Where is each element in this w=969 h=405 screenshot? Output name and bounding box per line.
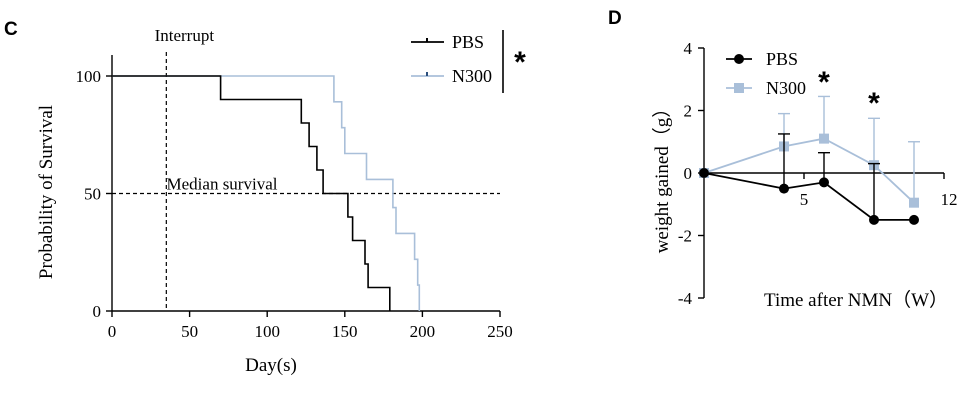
d-legend-marker <box>734 54 744 64</box>
d-axes: -4 -2 0 2 4 5 12 <box>678 39 958 308</box>
d-point-n300 <box>819 133 829 144</box>
c-legend: PBS N300 * <box>411 30 526 93</box>
c-legend-label: N300 <box>452 66 492 86</box>
d-legend-label: N300 <box>766 78 806 98</box>
d-x-tick-label: 5 <box>800 190 809 209</box>
c-series-pbs-line <box>112 75 391 311</box>
c-x-tick-label: 150 <box>332 322 358 341</box>
c-interrupt-label: Interrupt <box>155 26 215 45</box>
d-point-pbs <box>699 168 709 178</box>
c-series-group <box>112 75 421 311</box>
c-y-tick-label: 100 <box>76 67 102 86</box>
c-y-axis-label: Probability of Survival <box>36 105 57 279</box>
weight-chart: D weight gained（g） Time after NMN（W） -4-… <box>608 8 958 311</box>
d-point-n300 <box>909 197 919 208</box>
d-series-pbs-line <box>703 172 914 221</box>
d-legend: PBS N300 <box>726 49 806 98</box>
c-median-label: Median survival <box>167 175 278 194</box>
d-point-pbs <box>869 214 879 225</box>
panel-d-letter: D <box>608 8 622 29</box>
d-legend-label: PBS <box>766 49 798 69</box>
d-point-pbs <box>909 214 919 225</box>
c-x-tick-label: 200 <box>410 322 436 341</box>
c-y-tick-label: 0 <box>93 302 102 321</box>
c-x-tick-label: 100 <box>254 322 280 341</box>
c-axes: 0 50 100 150 200 250 0 50 100 <box>76 55 513 341</box>
d-y-tick-label: -2 <box>678 227 692 246</box>
d-significance: ** <box>818 66 880 120</box>
d-point-pbs <box>819 177 829 188</box>
d-series-n300-line <box>703 137 915 204</box>
d-point-pbs <box>779 183 789 194</box>
d-legend-marker <box>734 83 744 93</box>
c-legend-label: PBS <box>452 32 484 52</box>
c-x-axis-label: Day(s) <box>245 355 297 376</box>
d-series-group <box>699 95 920 225</box>
d-series-n300 <box>699 95 920 208</box>
c-x-tick-label: 50 <box>181 322 198 341</box>
c-series-n300-line <box>112 75 421 311</box>
d-significance-star: * <box>868 87 880 120</box>
d-y-tick-label: 0 <box>684 164 693 183</box>
d-y-tick-label: 4 <box>684 39 693 58</box>
survival-chart: C Probability of Survival Day(s) 0 50 100 1… <box>4 19 526 376</box>
d-significance-star: * <box>818 66 830 99</box>
d-y-axis-label: weight gained（g） <box>651 99 673 254</box>
c-x-tick-label: 250 <box>487 322 513 341</box>
panel-c-letter: C <box>4 19 18 40</box>
d-series-pbs <box>699 133 919 225</box>
d-x-axis-label: Time after NMN（W） <box>764 289 948 311</box>
d-x-tick-label: 12 <box>941 190 958 209</box>
c-x-tick-label: 0 <box>108 322 117 341</box>
d-y-tick-label: 2 <box>684 102 693 121</box>
d-y-tick-label: -4 <box>678 289 693 308</box>
c-y-tick-label: 50 <box>84 185 101 204</box>
c-annotations: Interrupt Median survival <box>112 26 500 311</box>
c-significance-star: * <box>514 46 526 79</box>
